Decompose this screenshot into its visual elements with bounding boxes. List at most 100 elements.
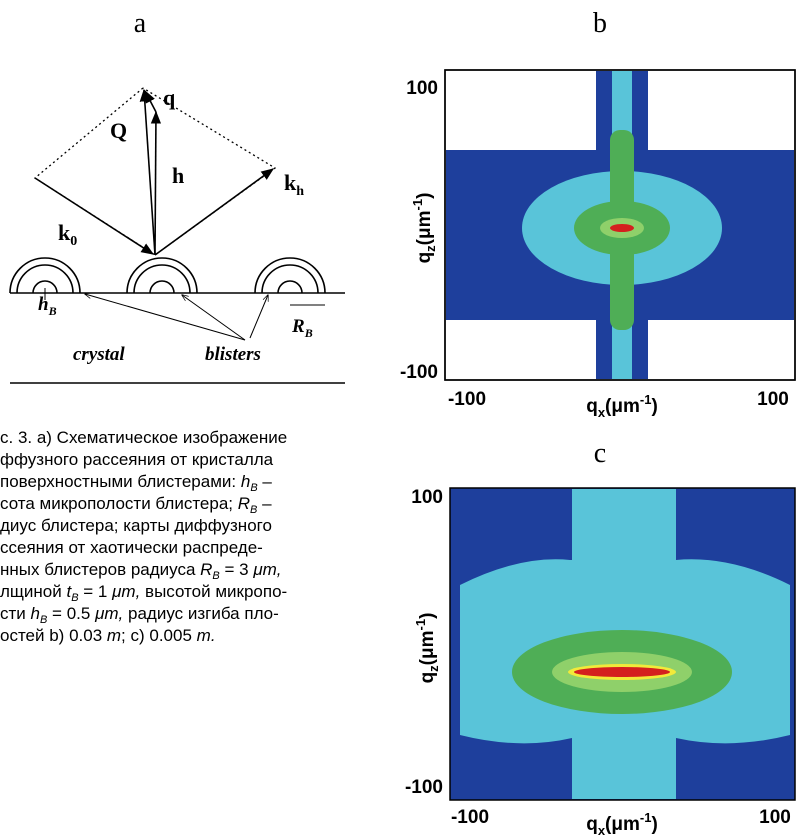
blisters-shapes [10, 258, 325, 305]
run: R [200, 560, 212, 579]
run: h [241, 472, 250, 491]
caption-line: нных блистеров радиуса RB = 3 μm, [0, 560, 282, 582]
label-blisters: blisters [205, 344, 261, 365]
x-axis-label: qx(μm-1) [586, 392, 658, 420]
run: ффузного рассеяния от кристалла [0, 450, 274, 469]
subscript: B [40, 614, 47, 626]
run: ссеяния от хаотически распреде- [0, 538, 263, 557]
caption-line: с. 3. а) Схематическое изображение [0, 428, 287, 447]
run: μm, [94, 604, 123, 623]
panel-label: a [134, 8, 147, 39]
label-kh: kh [284, 170, 304, 199]
x-tick-label: 100 [757, 389, 789, 410]
R: R [291, 316, 305, 337]
run: μm, [252, 560, 281, 579]
q: q [417, 672, 438, 684]
run: лщиной [0, 582, 66, 601]
run: m. [197, 626, 216, 645]
figure: a b c Q q h k0 kh hB RB crystal blisters [0, 0, 804, 839]
superscript: -1 [413, 619, 428, 631]
label-Q: Q [110, 118, 127, 143]
subscript: B [71, 592, 78, 604]
arrow-h [155, 112, 156, 255]
superscript: -1 [410, 199, 425, 211]
subscript: 0 [70, 234, 77, 249]
run: ; c) 0.005 [121, 626, 197, 645]
caption-line: диус блистера; карты диффузного [0, 516, 272, 535]
label-q: q [163, 85, 176, 110]
q: q [586, 814, 598, 835]
arrow-k0 [35, 178, 153, 254]
x-axis-label: qx(μm-1) [586, 810, 658, 838]
unit: (μm [605, 396, 640, 417]
caption-line: ффузного рассеяния от кристалла [0, 450, 274, 469]
unit: (μm [605, 814, 640, 835]
label-RB: RB [291, 316, 313, 340]
label-h: h [172, 163, 184, 188]
panel-label: b [593, 8, 607, 39]
unit: (μm [414, 210, 435, 245]
subscript: B [212, 570, 219, 582]
run: сти [0, 604, 31, 623]
q: q [414, 252, 435, 264]
arrow-q [145, 91, 156, 112]
run: = 0.5 [47, 604, 95, 623]
x-tick-label: -100 [451, 807, 489, 828]
h: h [38, 294, 49, 315]
pointer-lines [85, 294, 268, 340]
run: μm, [111, 582, 140, 601]
y-tick-label: -100 [405, 777, 443, 798]
arrow-Q [144, 90, 155, 255]
superscript: -1 [640, 810, 652, 825]
y-tick-label: 100 [411, 487, 443, 508]
subscript: B [250, 482, 257, 494]
label-k0: k0 [58, 220, 77, 249]
run: поверхностными блистерами: [0, 472, 241, 491]
caption-line: остей b) 0.03 m; c) 0.005 m. [0, 626, 216, 645]
label-crystal: crystal [73, 344, 125, 365]
k: k [284, 170, 297, 195]
panel-label: c [594, 438, 606, 469]
contour-map-b [445, 70, 795, 380]
run: радиус изгиба пло- [123, 604, 279, 623]
y-tick-label: -100 [400, 362, 438, 383]
run: h [31, 604, 40, 623]
unit: (μm [417, 630, 438, 665]
run: сота микрополости блистера; [0, 494, 238, 513]
k: k [58, 220, 71, 245]
label-hB: hB [38, 294, 57, 318]
run: диус блистера; карты диффузного [0, 516, 272, 535]
caption-line: сота микрополости блистера; RB – [0, 494, 272, 516]
caption-line: ссеяния от хаотически распреде- [0, 538, 263, 557]
run: – [257, 494, 272, 513]
paren: ) [417, 613, 438, 619]
paren: ) [651, 396, 657, 417]
subscript: h [296, 184, 304, 199]
caption: с. 3. а) Схематическое изображение ффузн… [0, 428, 287, 645]
subscript: B [250, 504, 257, 516]
run: высотой микропо- [140, 582, 287, 601]
x-tick-label: -100 [448, 389, 486, 410]
contour-map-c [450, 488, 795, 800]
caption-line: лщиной tB = 1 μm, высотой микропо- [0, 582, 287, 604]
run: с. 3. а) Схематическое изображение [0, 428, 287, 447]
paren: ) [651, 814, 657, 835]
caption-line: поверхностными блистерами: hB – [0, 472, 272, 494]
run: = 1 [79, 582, 113, 601]
superscript: -1 [640, 392, 652, 407]
y-axis-label: qz(μm-1) [413, 613, 441, 684]
run: m [107, 626, 121, 645]
run: – [258, 472, 273, 491]
paren: ) [414, 193, 435, 199]
y-axis-label: qz(μm-1) [410, 193, 438, 264]
run: R [238, 494, 250, 513]
q: q [586, 396, 598, 417]
subscript: B [304, 326, 313, 340]
run: = 3 [220, 560, 254, 579]
run: нных блистеров радиуса [0, 560, 200, 579]
run: остей b) 0.03 [0, 626, 107, 645]
y-tick-label: 100 [406, 78, 438, 99]
caption-line: сти hB = 0.5 μm, радиус изгиба пло- [0, 604, 279, 626]
subscript: B [48, 304, 57, 318]
x-tick-label: 100 [759, 807, 791, 828]
